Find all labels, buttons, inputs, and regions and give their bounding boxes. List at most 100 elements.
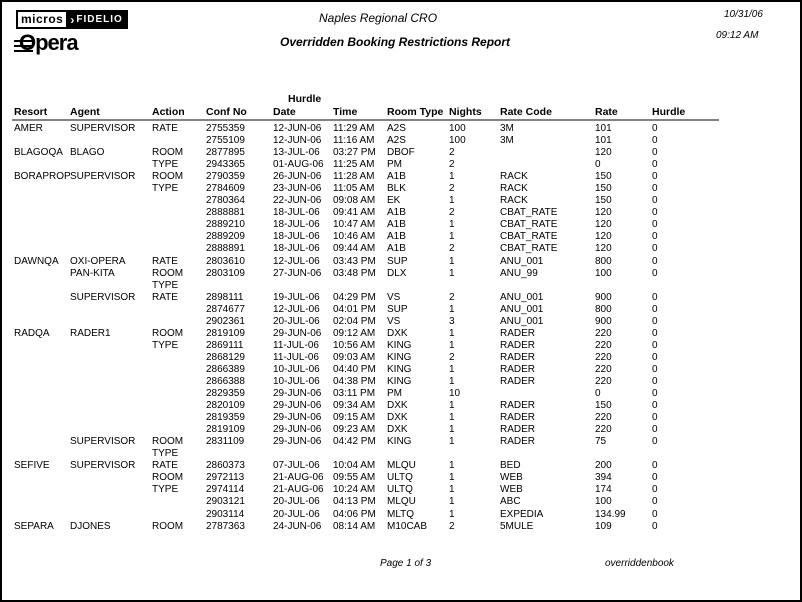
cell-rate: 101	[595, 123, 612, 134]
micros-logo-text: micros	[16, 10, 69, 29]
cell-action: RATE	[152, 291, 178, 303]
cell-conf: 2902361	[206, 315, 245, 327]
cell-nights: 2	[449, 520, 455, 532]
cell-conf: 2868129	[206, 351, 245, 363]
cell-date: 11-JUL-06	[273, 339, 319, 351]
cell-rate: 174	[595, 484, 612, 496]
cell-conf: 2877895	[206, 147, 245, 159]
cell-conf: 2972113	[206, 472, 245, 484]
table-row: SUPERVISOR ROOM 2831109 29-JUN-06 04:42 PM KI…	[2, 436, 800, 448]
cell-nights: 2	[449, 147, 455, 159]
cell-rate: 220	[595, 339, 612, 351]
cell-action: ROOM	[152, 472, 184, 484]
table-row: TYPE 2943365 01-AUG-06 11:25 AM PM 2 0 0	[2, 159, 800, 171]
cell-hurdle: 0	[652, 135, 658, 147]
cell-nights: 1	[449, 195, 455, 207]
cell-date: 19-JUL-06	[273, 291, 320, 303]
cell-agent: SUPERVISOR	[70, 436, 136, 448]
cell-room: PM	[387, 388, 402, 400]
table-row: 2819359 29-JUN-06 09:15 AM DXK 1 RADER 220 0	[2, 412, 800, 424]
cell-room: A1B	[387, 231, 406, 243]
cell-time: 09:23 AM	[333, 424, 376, 436]
cell-conf: 2755109	[206, 135, 245, 147]
cell-rate-code: 3M	[500, 123, 514, 134]
cell-date: 26-JUN-06	[273, 171, 322, 183]
cell-conf: 2803109	[206, 267, 245, 279]
cell-conf: 2889209	[206, 231, 245, 243]
col-header-hurdle-date-top: Hurdle	[288, 93, 322, 105]
col-header-hurdle: Hurdle	[652, 106, 686, 118]
cell-time: 11:28 AM	[333, 171, 375, 183]
cell-rate: 120	[595, 243, 612, 255]
cell-agent: RADER1	[70, 327, 111, 339]
cell-resort: SEFIVE	[14, 460, 50, 472]
cell-hurdle: 0	[652, 147, 658, 159]
cell-date: 12-JUL-06	[273, 303, 320, 315]
property-name: Naples Regional CRO	[319, 11, 438, 25]
cell-rate-code: CBAT_RATE	[500, 207, 558, 219]
cell-time: 03:48 PM	[333, 267, 376, 279]
cell-time: 09:55 AM	[333, 472, 376, 484]
cell-rate: 220	[595, 375, 612, 387]
table-row: DAWNQA OXI-OPERA RATE 2803610 12-JUL-06 03:43…	[2, 256, 800, 268]
fidelio-logo-text: FIDELIO	[75, 10, 128, 29]
table-row: 2820109 29-JUN-06 09:34 AM DXK 1 RADER 150 0	[2, 400, 800, 412]
cell-date: 21-AUG-06	[273, 472, 324, 484]
cell-agent: SUPERVISOR	[70, 171, 136, 183]
cell-nights: 1	[449, 436, 455, 448]
cell-action: TYPE	[152, 279, 179, 291]
cell-hurdle: 0	[652, 412, 658, 424]
cell-conf: 2866389	[206, 363, 245, 375]
cell-nights: 1	[449, 171, 455, 183]
cell-rate: 120	[595, 147, 612, 159]
col-header-nights: Nights	[449, 106, 482, 118]
cell-hurdle: 0	[652, 496, 658, 508]
cell-rate-code: RADER	[500, 351, 536, 363]
cell-hurdle: 0	[652, 508, 658, 520]
table-row: 2903114 20-JUL-06 04:06 PM MLTQ 1 EXPEDIA 134.…	[2, 509, 800, 521]
cell-time: 04:06 PM	[333, 508, 376, 520]
cell-nights: 2	[449, 351, 455, 363]
cell-nights: 1	[449, 412, 455, 424]
cell-room: A1B	[387, 243, 406, 255]
cell-resort: RADQA	[14, 327, 50, 339]
cell-time: 11:05 AM	[333, 183, 375, 195]
cell-room: ULTQ	[387, 472, 413, 484]
cell-room: A1B	[387, 219, 406, 231]
col-header-resort: Resort	[14, 106, 48, 118]
table-row: 2866388 10-JUL-06 04:38 PM KING 1 RADER 220 0	[2, 376, 800, 388]
cell-hurdle: 0	[652, 424, 658, 436]
cell-hurdle: 0	[652, 327, 658, 339]
table-row: 2903121 20-JUL-06 04:13 PM MLQU 1 ABC 100 0	[2, 496, 800, 508]
cell-conf: 2974114	[206, 484, 245, 496]
cell-date: 11-JUL-06	[273, 351, 319, 363]
print-date: 10/31/06	[724, 9, 763, 20]
cell-time: 09:41 AM	[333, 207, 376, 219]
cell-rate-code: RADER	[500, 363, 536, 375]
cell-conf: 2831109	[206, 436, 245, 448]
cell-rate-code: RADER	[500, 400, 536, 412]
cell-rate-code: RADER	[500, 424, 536, 436]
cell-time: 09:12 AM	[333, 327, 376, 339]
cell-nights: 1	[449, 255, 455, 267]
col-header-conf-no: Conf No	[206, 106, 247, 118]
report-title: Overridden Booking Restrictions Report	[280, 35, 511, 49]
cell-room: KING	[387, 351, 412, 363]
cell-rate-code: ANU_001	[500, 315, 544, 327]
logo-arrow-icon	[68, 10, 76, 29]
cell-conf: 2803610	[206, 255, 245, 267]
table-row: 2902361 20-JUL-06 02:04 PM VS 3 ANU_001 900 0	[2, 316, 800, 328]
cell-time: 04:42 PM	[333, 436, 376, 448]
cell-nights: 3	[449, 315, 455, 327]
table-row: BORAPROP SUPERVISOR ROOM 2790359 26-JUN-06 11…	[2, 171, 800, 183]
cell-room: KING	[387, 436, 412, 448]
cell-resort: SEPARA	[14, 520, 54, 532]
cell-hurdle: 0	[652, 472, 658, 484]
cell-time: 08:14 AM	[333, 520, 376, 532]
cell-hurdle: 0	[652, 400, 658, 412]
cell-conf: 2903114	[206, 508, 245, 520]
cell-nights: 1	[449, 484, 455, 496]
table-row: 2780364 22-JUN-06 09:08 AM EK 1 RACK 150 0	[2, 195, 800, 207]
cell-resort: AMER	[14, 123, 43, 134]
cell-room: DBOF	[387, 147, 415, 159]
